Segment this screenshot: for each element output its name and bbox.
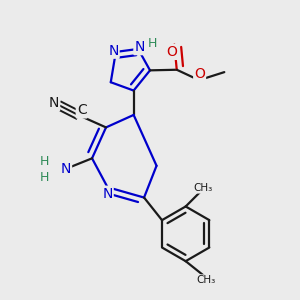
Text: H: H (40, 155, 49, 168)
Text: CH₃: CH₃ (194, 183, 213, 193)
Text: N: N (102, 187, 113, 201)
Text: N: N (134, 40, 145, 54)
Text: N: N (49, 96, 59, 110)
Text: N: N (108, 44, 118, 58)
Text: O: O (194, 67, 205, 81)
Text: C: C (77, 103, 86, 118)
Text: H: H (148, 37, 157, 50)
Text: N: N (61, 162, 71, 176)
Text: H: H (40, 171, 49, 184)
Text: O: O (166, 45, 177, 59)
Text: CH₃: CH₃ (197, 275, 216, 285)
